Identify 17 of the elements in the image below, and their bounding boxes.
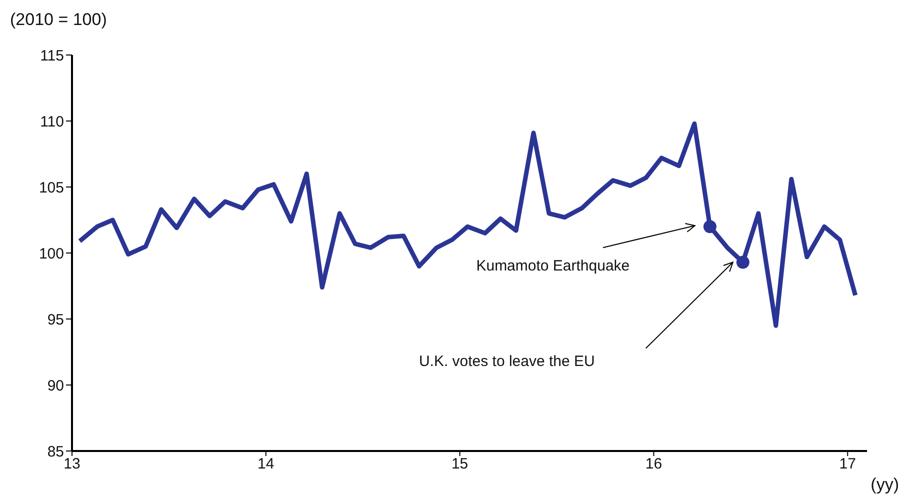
x-tick-label: 17 bbox=[839, 456, 856, 473]
x-tick-label: 13 bbox=[64, 456, 80, 473]
line-series bbox=[78, 121, 858, 328]
y-tick-label: 85 bbox=[47, 443, 64, 460]
x-tick-label: 14 bbox=[258, 456, 274, 473]
annotation: U.K. votes to leave the EU bbox=[418, 353, 595, 370]
y-tick-label: 90 bbox=[47, 377, 64, 394]
x-axis-title: (yy) bbox=[870, 475, 899, 495]
y-axis-title: (2010 = 100) bbox=[10, 10, 107, 30]
annotation: Kumamoto Earthquake bbox=[476, 258, 630, 275]
y-tick-label: 115 bbox=[40, 47, 64, 64]
x-tick-label: 15 bbox=[451, 456, 468, 473]
y-tick-label: 105 bbox=[38, 179, 64, 196]
y-tick-label: 95 bbox=[47, 311, 64, 328]
y-tick-label: 110 bbox=[40, 113, 64, 130]
x-tick-label: 16 bbox=[645, 456, 662, 473]
y-tick-label: 100 bbox=[38, 245, 64, 262]
